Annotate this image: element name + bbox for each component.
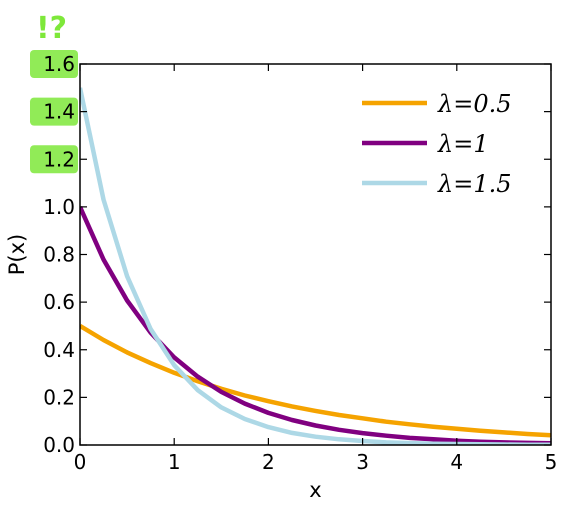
x-tick-label: 3 xyxy=(356,450,369,474)
legend: λ=0.5 λ=1 λ=1.5 xyxy=(362,90,512,198)
legend-label-1: λ=0.5 xyxy=(437,90,512,118)
y-tick-label: 1.4 xyxy=(43,100,75,124)
y-tick-label: 1.0 xyxy=(43,195,75,219)
ytick-highlight-1.2 xyxy=(30,145,78,174)
x-tick-label: 1 xyxy=(168,450,181,474)
plot-frame xyxy=(79,63,552,446)
ytick-highlight-1.4 xyxy=(30,97,78,126)
x-tick-label: 5 xyxy=(545,450,558,474)
y-tick-label: 0.8 xyxy=(43,243,75,267)
handwritten-annotation: !? xyxy=(36,11,67,46)
x-tick-label: 4 xyxy=(450,450,463,474)
ytick-highlights xyxy=(30,50,78,174)
series-line-3 xyxy=(80,87,551,445)
y-tick-label: 0.4 xyxy=(43,338,75,362)
y-tick-label: 0.2 xyxy=(43,385,75,409)
x-axis-label: x xyxy=(309,478,321,502)
axis-ticks: 0 1 2 3 4 5 0.0 0.2 0.4 0.6 0.8 1.0 1.2 1.4 1.6 xyxy=(43,52,557,474)
y-tick-label: 0.6 xyxy=(43,290,75,314)
legend-label-3: λ=1.5 xyxy=(437,170,512,198)
y-tick-label: 1.2 xyxy=(43,147,75,171)
y-axis-label: P(x) xyxy=(5,234,29,275)
legend-label-2: λ=1 xyxy=(437,130,489,158)
y-tick-label: 0.0 xyxy=(43,433,75,457)
y-tick-label: 1.6 xyxy=(43,52,75,76)
series-layer xyxy=(80,87,551,445)
x-tick-label: 0 xyxy=(74,450,87,474)
series-line-1 xyxy=(80,323,551,438)
x-tick-label: 2 xyxy=(262,450,275,474)
ytick-highlight-1.6 xyxy=(30,50,78,78)
